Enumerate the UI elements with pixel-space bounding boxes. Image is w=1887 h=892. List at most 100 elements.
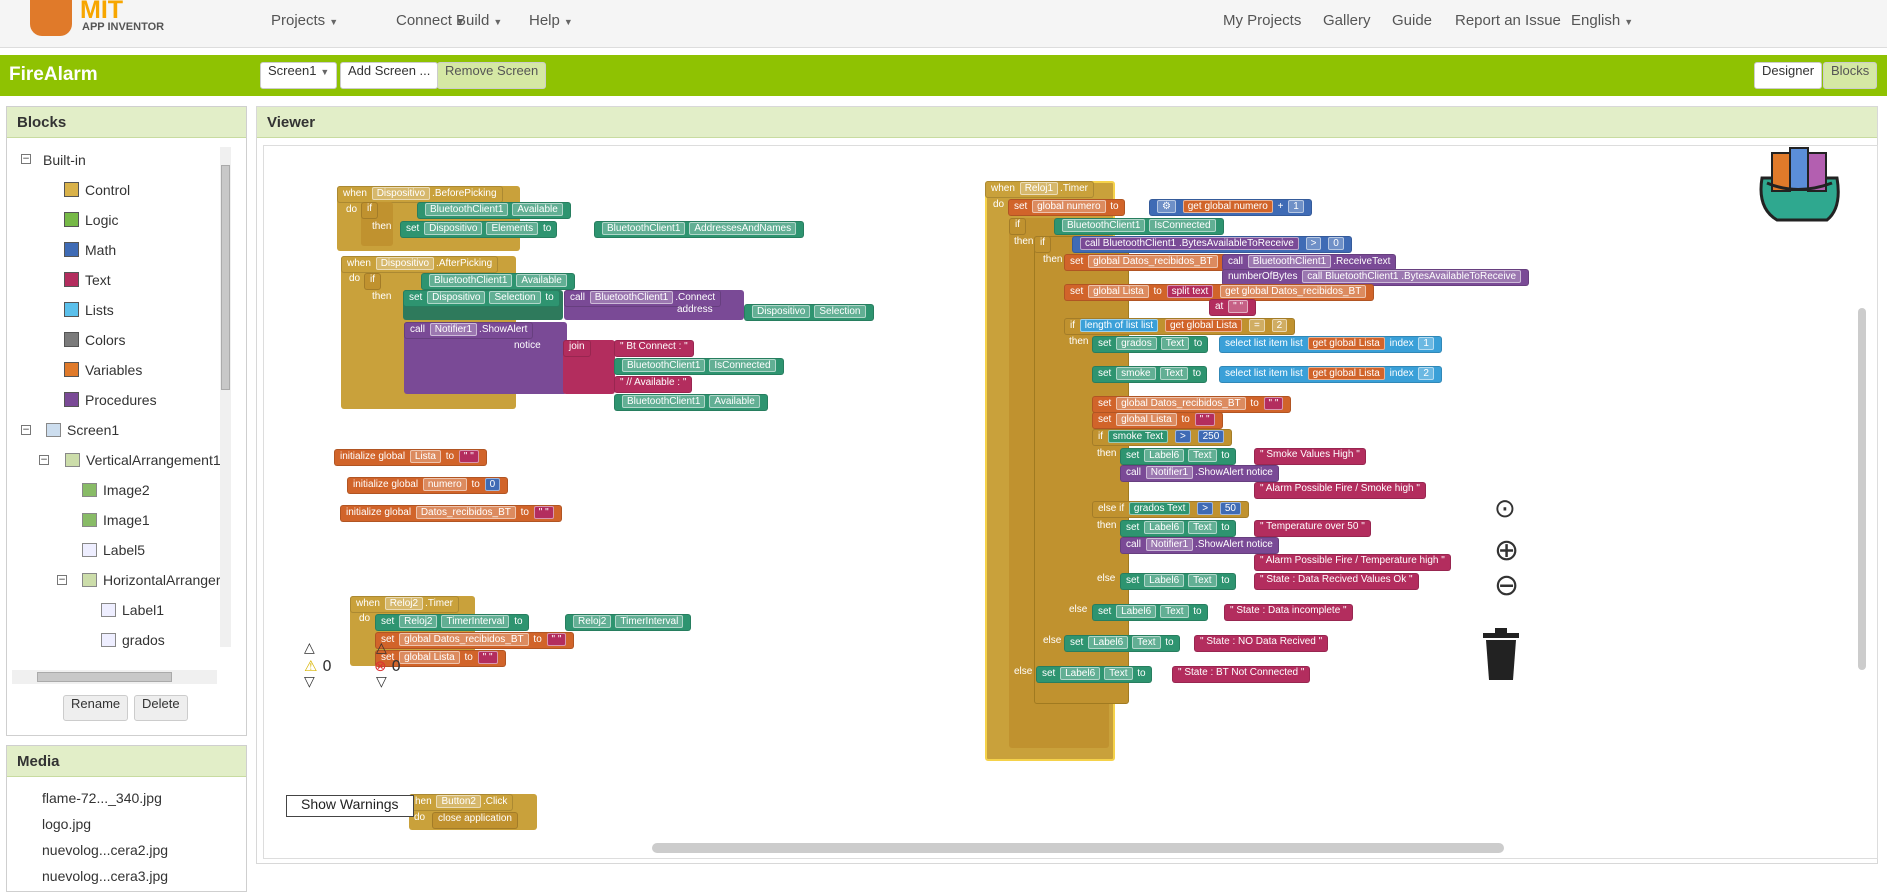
tree-colors[interactable]: Colors [64,332,125,348]
tree-variables[interactable]: Variables [64,362,142,378]
tree-text[interactable]: Text [64,272,111,288]
collapse-screen1-toggle[interactable]: − [21,425,31,435]
menu-help[interactable]: Help ▼ [529,12,573,29]
receive-text-call[interactable]: call BluetoothClient1 .ReceiveText [1222,254,1397,271]
collapse-builtin-toggle[interactable]: − [21,154,31,164]
text-alarm-temp[interactable]: " Alarm Possible Fire / Temperature high… [1254,554,1451,571]
trash-icon[interactable] [1480,627,1522,680]
warnings-nav-up-icon[interactable]: △ [304,640,315,656]
media-file[interactable]: nuevolog...cera2.jpg [42,842,169,858]
reset-global-lista[interactable]: set global Lista to " " [1092,412,1223,429]
bt-addresses-getter[interactable]: BluetoothClient1 AddressesAndNames [594,221,805,238]
set-label6-temp[interactable]: set Label6 Text to [1120,520,1236,537]
if-bytes-block[interactable] [1034,236,1129,704]
set-label6-nodata[interactable]: set Label6 Text to [1064,635,1180,652]
tree-logic[interactable]: Logic [64,212,118,228]
text-available[interactable]: " // Available : " [614,376,693,393]
text-smoke-high[interactable]: " Smoke Values High " [1254,448,1366,465]
set-global-numero-block[interactable]: set global numero to [1008,199,1125,216]
tree-label5[interactable]: Label5 [82,542,145,558]
tree-image1[interactable]: Image1 [82,512,150,528]
bt-available-getter[interactable]: BluetoothClient1 Available [421,273,575,290]
number-of-bytes-arg[interactable]: numberOfBytes call BluetoothClient1 .Byt… [1222,269,1530,286]
tree-builtin[interactable]: Built-in [43,152,86,168]
text-bt-not-connected[interactable]: " State : BT Not Connected " [1172,666,1311,683]
tree-vertical-scrollbar[interactable] [220,147,231,647]
workspace-vertical-scrollbar[interactable] [1858,308,1866,670]
select-list-item-1[interactable]: select list item list get global Lista i… [1219,336,1442,353]
screen-selector[interactable]: Screen1 ▼ [260,62,338,89]
set-label6-smoke[interactable]: set Label6 Text to [1120,448,1236,465]
tree-math[interactable]: Math [64,242,116,258]
init-global-datos[interactable]: initialize global Datos_recibidos_BT to … [340,505,562,522]
blocks-workspace[interactable]: when Dispositivo .BeforePicking do if the… [263,145,1878,859]
notifier-temp-alert[interactable]: call Notifier1 .ShowAlert notice [1120,537,1279,554]
blocks-button[interactable]: Blocks [1823,62,1878,89]
recenter-icon[interactable]: ⊙ [1494,494,1516,524]
if-smoke-block[interactable]: if smoke Text > 250 [1092,429,1233,446]
bt-available-getter-2[interactable]: BluetoothClient1 Available [614,394,768,411]
tree-lists[interactable]: Lists [64,302,114,318]
media-file[interactable]: flame-72..._340.jpg [42,790,162,806]
media-file[interactable]: nuevolog...cera3.jpg [42,868,169,884]
errors-nav-up-icon[interactable]: △ [376,640,387,656]
text-bt-connect[interactable]: " Bt Connect : " [614,340,694,357]
split-at-arg[interactable]: at " " [1209,299,1257,316]
select-list-item-2[interactable]: select list item list get global Lista i… [1219,366,1442,383]
collapse-vertical-toggle[interactable]: − [39,455,49,465]
bt-isconnected-getter[interactable]: BluetoothClient1 IsConnected [1054,218,1224,235]
set-elements-block[interactable]: set Dispositivo Elements to [400,221,558,238]
tree-control[interactable]: Control [64,182,130,198]
zoom-in-icon[interactable]: ⊕ [1494,533,1520,568]
errors-nav-down-icon[interactable]: ▽ [376,674,387,690]
set-global-datos-block[interactable]: set global Datos_recibidos_BT to " " [375,632,575,649]
tree-image2[interactable]: Image2 [82,482,150,498]
link-gallery[interactable]: Gallery [1323,12,1371,29]
compare-bytes-block[interactable]: call BluetoothClient1 .BytesAvailableToR… [1072,236,1352,253]
init-global-numero[interactable]: initialize global numero to 0 [347,477,509,494]
set-label6-incomplete[interactable]: set Label6 Text to [1092,604,1208,621]
text-data-incomplete[interactable]: " State : Data incomplete " [1224,604,1353,621]
tree-label1[interactable]: Label1 [101,602,164,618]
delete-button[interactable]: Delete [134,695,188,721]
reset-datos-recibidos[interactable]: set global Datos_recibidos_BT to " " [1092,396,1292,413]
add-screen-button[interactable]: Add Screen ... [340,62,439,89]
backpack-icon[interactable] [1747,146,1847,226]
set-label6-ok[interactable]: set Label6 Text to [1120,573,1236,590]
bt-isconnected-getter[interactable]: BluetoothClient1 IsConnected [614,358,784,375]
tree-horizontalarranger[interactable]: HorizontalArranger [82,572,221,588]
set-grados-text[interactable]: set grados Text to [1092,336,1209,353]
show-warnings-button[interactable]: Show Warnings [286,795,414,817]
tree-procedures[interactable]: Procedures [64,392,157,408]
add-block[interactable]: ⚙ get global numero + 1 [1149,199,1312,216]
tree-horizontal-scrollbar[interactable] [12,670,217,684]
tree-verticalarrangement1[interactable]: VerticalArrangement1 [65,452,221,468]
text-temp-over-50[interactable]: " Temperature over 50 " [1254,520,1371,537]
reloj2-timerinterval-getter[interactable]: Reloj2 TimerInterval [565,614,692,631]
menu-build[interactable]: Build ▼ [456,12,503,29]
zoom-out-icon[interactable]: ⊖ [1494,568,1520,603]
designer-button[interactable]: Designer [1754,62,1823,89]
remove-screen-button[interactable]: Remove Screen [437,62,547,89]
bt-available-getter[interactable]: BluetoothClient1 Available [417,202,571,219]
set-datos-recibidos[interactable]: set global Datos_recibidos_BT to [1064,254,1237,271]
close-application-block[interactable]: close application [432,812,518,829]
tree-screen1[interactable]: Screen1 [46,422,119,438]
text-data-ok[interactable]: " State : Data Recived Values Ok " [1254,573,1419,590]
init-global-lista[interactable]: initialize global Lista to " " [334,449,487,466]
text-alarm-smoke[interactable]: " Alarm Possible Fire / Smoke high " [1254,482,1426,499]
menu-connect[interactable]: Connect ▼ [396,12,465,29]
dispositivo-selection-getter[interactable]: Dispositivo Selection [744,304,874,321]
collapse-horizontal-toggle[interactable]: − [57,575,67,585]
tree-grados[interactable]: grados [101,632,165,648]
link-my-projects[interactable]: My Projects [1223,12,1302,29]
link-report-issue[interactable]: Report an Issue [1455,12,1561,29]
link-guide[interactable]: Guide [1392,12,1433,29]
rename-button[interactable]: Rename [63,695,129,721]
set-label6-bt-not-connected[interactable]: set Label6 Text to [1036,666,1152,683]
set-timerinterval-block[interactable]: set Reloj2 TimerInterval to [375,614,529,631]
language-menu[interactable]: English ▼ [1571,12,1634,29]
set-global-lista-split[interactable]: set global Lista to split text get globa… [1064,284,1375,301]
workspace-horizontal-scrollbar[interactable] [652,843,1504,853]
text-no-data[interactable]: " State : NO Data Recived " [1194,635,1329,652]
